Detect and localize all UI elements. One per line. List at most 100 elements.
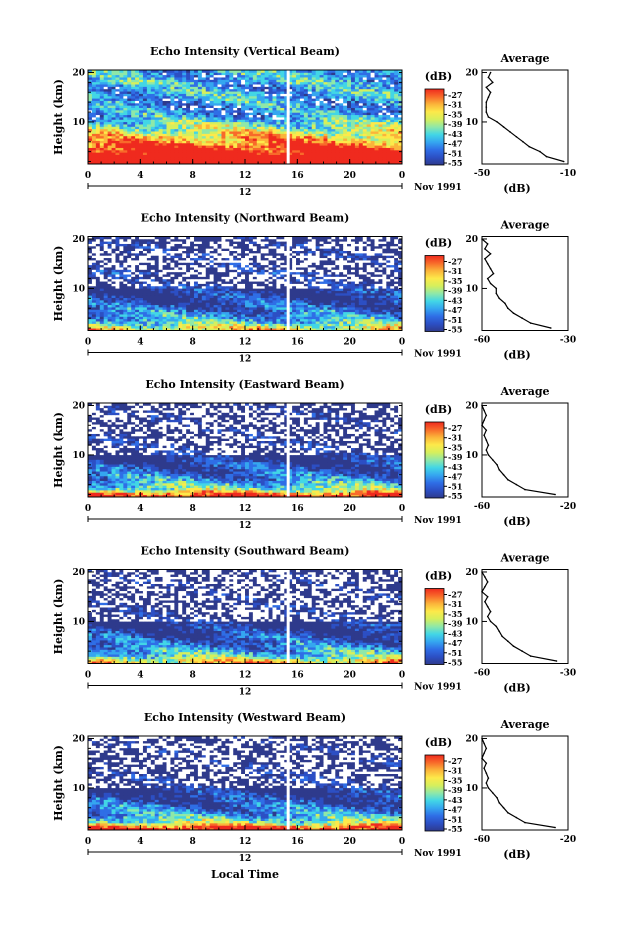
y-tick-label: 20: [72, 734, 85, 744]
x-tick-label: 20: [343, 171, 356, 181]
data-gap: [286, 736, 290, 830]
colorbar-label: -39: [448, 286, 463, 296]
avg-y-tick-label: 20: [465, 68, 478, 78]
panel-5: Echo Intensity (Westward Beam) 10 20 Height…: [52, 711, 576, 864]
avg-y-tick-label: 10: [465, 784, 478, 794]
colorbar-label: -55: [448, 658, 462, 668]
average-frame: [481, 569, 569, 664]
colorbar-label: -51: [448, 648, 462, 658]
average-frame: [481, 236, 569, 331]
data-gap: [286, 403, 290, 497]
x-tick-label: 8: [190, 671, 196, 681]
x-tick-label: 16: [291, 504, 304, 514]
x-tick-label: 0: [85, 338, 91, 348]
colorbar-label: -27: [448, 90, 462, 100]
colorbar-unit: (dB): [425, 70, 452, 83]
colorbar-label: -47: [448, 305, 462, 315]
heatmap-cells: [88, 736, 403, 831]
average-profile-line: [481, 405, 556, 496]
colorbar-label: -35: [448, 109, 462, 119]
panel-3: Echo Intensity (Eastward Beam) 10 20 Height…: [52, 378, 576, 531]
colorbar-label: -39: [448, 119, 463, 129]
avg-y-tick-label: 20: [465, 235, 478, 245]
x-tick-label: 4: [137, 671, 143, 681]
x-tick-label: 0: [85, 504, 91, 514]
average-profile-line: [481, 738, 556, 829]
panel-2: Echo Intensity (Northward Beam) 10 20 Heigh…: [52, 212, 576, 365]
average-title: Average: [499, 552, 549, 565]
x-tick-label: 4: [137, 837, 143, 847]
colorbar-label: -31: [448, 599, 462, 609]
colorbar-label: -47: [448, 638, 462, 648]
avg-x-tick-label: -60: [474, 669, 490, 679]
average-title: Average: [499, 219, 549, 232]
x-tick-label: 0: [85, 671, 91, 681]
y-tick-label: 10: [72, 451, 85, 461]
colorbar: [424, 421, 445, 499]
colorbar-label: -31: [448, 100, 462, 110]
x-tick-label: 20: [343, 671, 356, 681]
y-axis-label: Height (km): [52, 412, 65, 488]
x-tick-label: 0: [399, 338, 405, 348]
y-tick-label: 20: [72, 401, 85, 411]
colorbar-label: -27: [448, 423, 462, 433]
colorbar-unit: (dB): [425, 570, 452, 583]
panel-title: Echo Intensity (Vertical Beam): [150, 45, 340, 58]
panel-title: Echo Intensity (Northward Beam): [141, 212, 350, 225]
colorbar-unit: (dB): [425, 403, 452, 416]
avg-y-tick-label: 10: [465, 617, 478, 627]
colorbar-label: -31: [448, 433, 462, 443]
colorbar-label: -39: [448, 452, 463, 462]
y-tick-label: 20: [72, 68, 85, 78]
avg-x-tick-label: -10: [560, 169, 576, 179]
avg-x-tick-label: -30: [560, 669, 576, 679]
colorbar-label: -55: [448, 491, 462, 501]
colorbar-label: -43: [448, 795, 463, 805]
panel-title: Echo Intensity (Eastward Beam): [145, 378, 344, 391]
x-tick-label: 0: [85, 837, 91, 847]
x-tick-label: 0: [399, 504, 405, 514]
colorbar: [424, 255, 445, 332]
panel-4: Echo Intensity (Southward Beam) 10 20 Heigh…: [52, 545, 576, 698]
date-sub-label: 12: [239, 188, 252, 198]
x-tick-label: 12: [239, 171, 252, 181]
y-tick-label: 10: [72, 284, 85, 294]
x-tick-label: 8: [190, 338, 196, 348]
average-profile-line: [485, 72, 564, 163]
average-profile-line: [481, 571, 557, 662]
avg-y-tick-label: 10: [465, 451, 478, 461]
average-title: Average: [499, 52, 549, 65]
avg-x-tick-label: -60: [474, 835, 490, 845]
date-sub-label: 12: [239, 355, 252, 365]
average-xlabel: (dB): [503, 515, 530, 528]
colorbar-label: -55: [448, 158, 462, 168]
data-gap: [286, 70, 290, 164]
colorbar-label: -51: [448, 315, 462, 325]
colorbar-label: -27: [448, 756, 462, 766]
x-axis-label: Local Time: [211, 868, 279, 881]
colorbar-label: -51: [448, 148, 462, 158]
avg-x-tick-label: -60: [474, 502, 490, 512]
avg-x-tick-label: -60: [474, 336, 490, 346]
date-label: Nov 1991: [414, 683, 462, 693]
data-gap: [286, 236, 290, 331]
x-tick-label: 0: [399, 837, 405, 847]
x-tick-label: 0: [399, 171, 405, 181]
colorbar-label: -47: [448, 472, 462, 482]
y-tick-label: 10: [72, 118, 85, 128]
x-tick-label: 16: [291, 338, 304, 348]
data-gap: [286, 569, 290, 664]
average-title: Average: [499, 385, 549, 398]
average-frame: [481, 735, 569, 831]
average-xlabel: (dB): [503, 682, 530, 695]
colorbar-label: -35: [448, 276, 462, 286]
heatmap-cells: [88, 236, 403, 331]
colorbar: [424, 754, 445, 832]
colorbar-label: -39: [448, 785, 463, 795]
avg-x-tick-label: -50: [474, 169, 490, 179]
colorbar-unit: (dB): [425, 237, 452, 250]
colorbar-label: -43: [448, 129, 463, 139]
x-tick-label: 8: [190, 504, 196, 514]
avg-y-tick-label: 20: [465, 734, 478, 744]
y-axis-label: Height (km): [52, 79, 65, 155]
